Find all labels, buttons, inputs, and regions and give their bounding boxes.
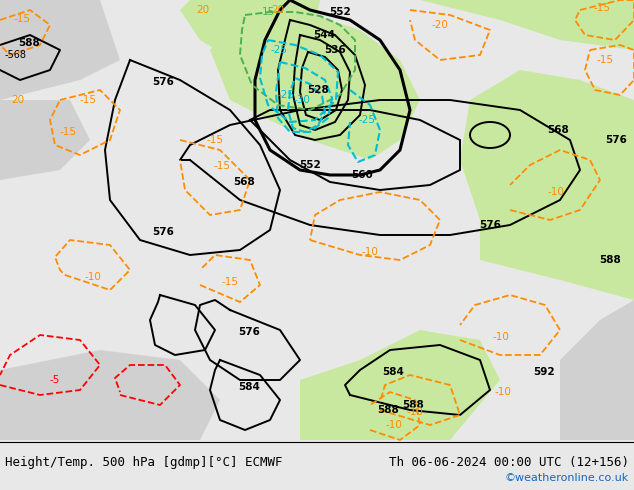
Text: -10: -10 bbox=[361, 247, 378, 257]
Text: -568: -568 bbox=[5, 50, 27, 60]
Text: 576: 576 bbox=[238, 327, 260, 337]
Text: 528: 528 bbox=[307, 85, 329, 95]
Text: 576: 576 bbox=[479, 220, 501, 230]
Polygon shape bbox=[310, 0, 634, 50]
Text: 588: 588 bbox=[599, 255, 621, 265]
Text: -15: -15 bbox=[214, 161, 231, 171]
Polygon shape bbox=[460, 70, 634, 300]
Text: 552: 552 bbox=[329, 7, 351, 17]
Text: Height/Temp. 500 hPa [gdmp][°C] ECMWF: Height/Temp. 500 hPa [gdmp][°C] ECMWF bbox=[5, 456, 283, 468]
Text: 592: 592 bbox=[533, 367, 555, 377]
Text: -25: -25 bbox=[358, 115, 375, 125]
Text: -25: -25 bbox=[271, 45, 287, 55]
Text: ©weatheronline.co.uk: ©weatheronline.co.uk bbox=[505, 473, 629, 483]
Text: -15: -15 bbox=[13, 14, 30, 24]
Text: 20: 20 bbox=[11, 95, 25, 105]
Text: 588: 588 bbox=[18, 38, 40, 48]
Text: -15: -15 bbox=[597, 55, 614, 65]
Text: -15: -15 bbox=[79, 95, 96, 105]
Polygon shape bbox=[300, 330, 500, 440]
Polygon shape bbox=[180, 0, 320, 80]
Text: 588: 588 bbox=[402, 400, 424, 410]
Text: -30: -30 bbox=[294, 95, 311, 105]
Text: -15: -15 bbox=[60, 127, 77, 137]
Text: -10: -10 bbox=[84, 272, 101, 282]
Text: 584: 584 bbox=[238, 382, 260, 392]
Polygon shape bbox=[560, 300, 634, 440]
Polygon shape bbox=[0, 100, 90, 180]
Text: -20: -20 bbox=[432, 20, 448, 30]
Text: -10: -10 bbox=[493, 332, 510, 342]
Text: -15: -15 bbox=[593, 3, 611, 13]
Text: -15: -15 bbox=[207, 135, 224, 145]
Text: -10: -10 bbox=[406, 407, 424, 417]
Text: -10: -10 bbox=[548, 187, 564, 197]
Text: 588: 588 bbox=[377, 405, 399, 415]
Polygon shape bbox=[210, 10, 420, 160]
Text: 20: 20 bbox=[197, 5, 210, 15]
Text: 560: 560 bbox=[351, 170, 373, 180]
Text: -15: -15 bbox=[221, 277, 238, 287]
Text: 568: 568 bbox=[233, 177, 255, 187]
Text: 576: 576 bbox=[152, 227, 174, 237]
Text: 15: 15 bbox=[261, 7, 275, 17]
Text: -10: -10 bbox=[495, 387, 512, 397]
Polygon shape bbox=[0, 0, 120, 100]
Text: 584: 584 bbox=[382, 367, 404, 377]
Text: -5: -5 bbox=[50, 375, 60, 385]
Text: Th 06-06-2024 00:00 UTC (12+156): Th 06-06-2024 00:00 UTC (12+156) bbox=[389, 456, 629, 468]
Text: -10: -10 bbox=[385, 420, 403, 430]
Text: 576: 576 bbox=[605, 135, 627, 145]
Text: 552: 552 bbox=[299, 160, 321, 170]
Text: 544: 544 bbox=[313, 30, 335, 40]
Text: 576: 576 bbox=[152, 77, 174, 87]
Text: 20: 20 bbox=[271, 5, 285, 15]
Polygon shape bbox=[0, 350, 220, 440]
Text: -25: -25 bbox=[278, 90, 295, 100]
Text: 568: 568 bbox=[547, 125, 569, 135]
Text: 536: 536 bbox=[324, 45, 346, 55]
